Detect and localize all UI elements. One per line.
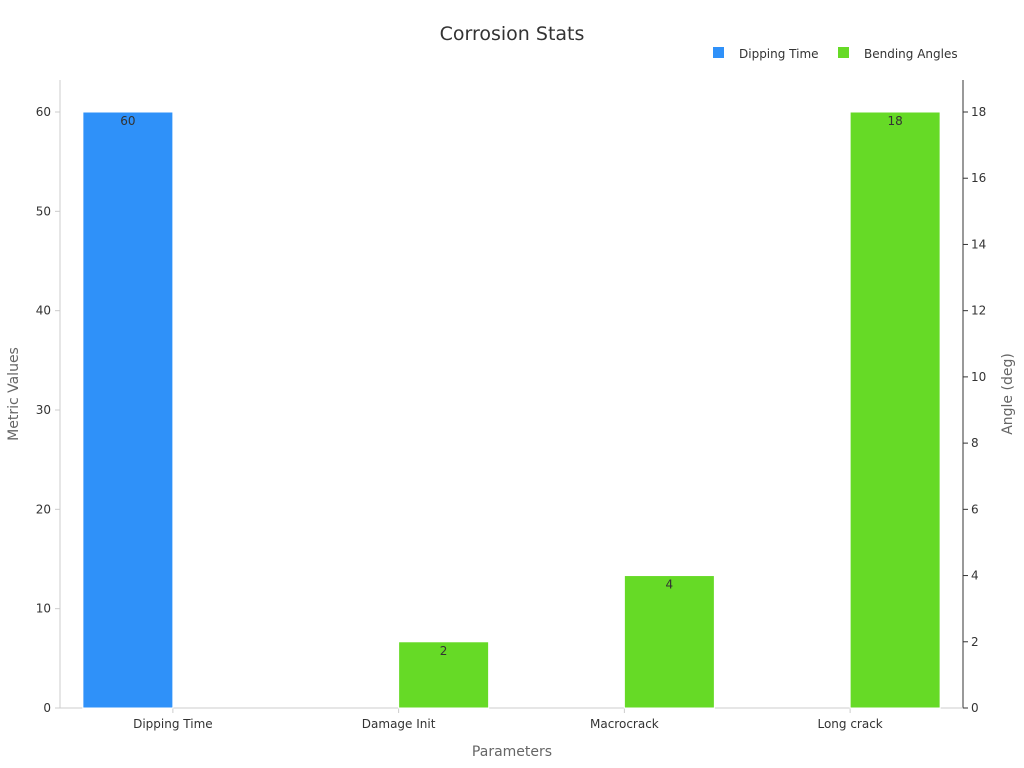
y-tick-label: 0 [43, 701, 51, 715]
y2-axis-title: Angle (deg) [1000, 353, 1016, 435]
y-tick-label: 50 [36, 204, 51, 218]
legend-item-dipping-time[interactable]: Dipping Time [713, 47, 819, 61]
legend-label-dipping-time: Dipping Time [739, 47, 819, 61]
bar-bending-angles-2[interactable] [623, 575, 715, 709]
y2-tick-label: 18 [971, 105, 986, 119]
bar-bending-angles-3[interactable] [849, 111, 941, 709]
legend-label-bending-angles: Bending Angles [864, 47, 958, 61]
bar-data-label: 4 [666, 578, 674, 592]
y2-tick-label: 14 [971, 237, 986, 251]
bar-data-label: 2 [440, 644, 448, 658]
chart-title: Corrosion Stats [440, 23, 585, 45]
bar-labels: 60 2 4 18 [120, 114, 903, 658]
legend: Dipping Time Bending Angles [713, 47, 958, 61]
y2-tick-label: 0 [971, 701, 979, 715]
y2-tick-label: 12 [971, 304, 986, 318]
y-tick-label: 60 [36, 105, 51, 119]
right-axis-ticks: 0 2 4 6 8 10 12 14 16 18 [963, 105, 986, 715]
x-axis-ticks: Dipping Time Damage Init Macrocrack Long cr… [133, 708, 883, 731]
legend-swatch-dipping-time [713, 47, 724, 58]
x-axis-title: Parameters [472, 744, 552, 760]
x-tick-label: Damage Init [362, 717, 436, 731]
legend-swatch-bending-angles [838, 47, 849, 58]
legend-item-bending-angles[interactable]: Bending Angles [838, 47, 958, 61]
bars [82, 111, 941, 709]
y2-tick-label: 2 [971, 635, 979, 649]
y2-tick-label: 10 [971, 370, 986, 384]
y2-tick-label: 4 [971, 569, 979, 583]
bar-dipping-time-0[interactable] [82, 111, 174, 709]
y2-tick-label: 6 [971, 502, 979, 516]
x-tick-label: Macrocrack [590, 717, 659, 731]
bar-data-label: 60 [120, 114, 135, 128]
bar-data-label: 18 [887, 114, 902, 128]
y2-tick-label: 16 [971, 171, 986, 185]
bar-bending-angles-1[interactable] [398, 641, 490, 709]
x-tick-label: Long crack [817, 717, 882, 731]
y-tick-label: 40 [36, 304, 51, 318]
left-axis-ticks: 0 10 20 30 40 50 60 [36, 105, 60, 715]
y-tick-label: 20 [36, 502, 51, 516]
y2-tick-label: 8 [971, 436, 979, 450]
y-axis-title: Metric Values [6, 347, 22, 441]
y-tick-label: 10 [36, 602, 51, 616]
y-tick-label: 30 [36, 403, 51, 417]
x-tick-label: Dipping Time [133, 717, 213, 731]
